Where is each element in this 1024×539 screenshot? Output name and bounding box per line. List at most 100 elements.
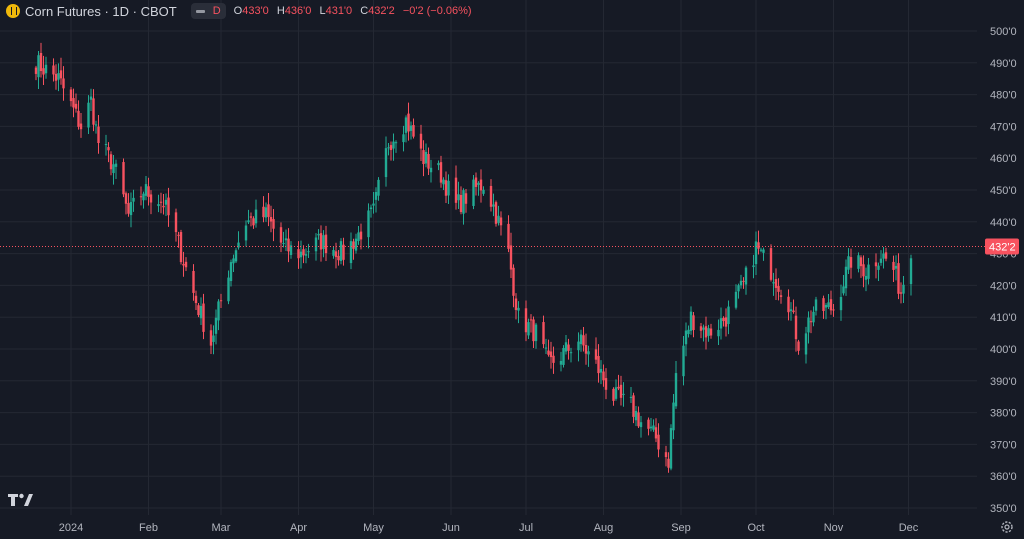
candle-body (739, 280, 743, 286)
x-tick-label: Nov (824, 522, 844, 534)
candle-body (909, 258, 913, 285)
candle-body (632, 395, 635, 417)
candle-body (372, 203, 375, 206)
symbol-title[interactable]: Corn Futures · 1D · CBOT (25, 3, 177, 19)
candle-body (829, 299, 833, 311)
candle-body (412, 125, 415, 137)
candle-body (194, 295, 198, 304)
candle-body (202, 303, 205, 332)
candle-body (524, 308, 528, 333)
x-tick-label: Apr (290, 522, 307, 534)
candle-body (867, 264, 870, 279)
x-tick-label: Jun (442, 522, 460, 534)
close-label: C (360, 5, 369, 17)
last-price-label: 432'2 (989, 241, 1016, 253)
candle-body (757, 242, 760, 249)
open-value: 433'0 (242, 5, 269, 17)
candle-body (164, 199, 168, 205)
candle-body (672, 402, 675, 431)
y-tick-label: 500'0 (990, 26, 1017, 38)
candle-body (402, 134, 405, 143)
candle-body (752, 265, 755, 268)
candle-body (212, 335, 215, 342)
interval-badge[interactable]: D (190, 3, 226, 19)
candle-body (462, 190, 465, 214)
candle-body (772, 282, 775, 284)
x-tick-label: Oct (747, 522, 764, 534)
candle-body (814, 299, 818, 311)
candle-body (474, 177, 478, 187)
candle-body (527, 322, 530, 336)
candle-body (104, 144, 108, 146)
candle-body (322, 235, 325, 249)
candle-body (404, 117, 408, 133)
candle-body (442, 179, 445, 185)
candle-body (654, 427, 658, 439)
coin-icon (6, 4, 20, 18)
candle-body (532, 319, 535, 342)
candle-body (652, 425, 655, 430)
candle-body (857, 255, 860, 269)
tradingview-logo-icon[interactable] (7, 492, 35, 508)
candle-body (262, 206, 265, 218)
candle-body (392, 141, 395, 149)
price-axis[interactable]: 350'0 360'0 370'0 380'0 390'0 400'0 410'0 420'0… (990, 26, 1017, 515)
candle-body (547, 350, 550, 355)
candle-body (122, 162, 125, 195)
candle-body (847, 256, 850, 270)
candle-body (809, 321, 813, 323)
candle-body (602, 371, 605, 381)
candle-body (314, 237, 318, 252)
candle-body (147, 186, 150, 197)
candle-body (437, 163, 440, 166)
candle-body (604, 378, 608, 390)
candle-body (419, 133, 423, 149)
candle-body (622, 393, 625, 395)
symbol-legend: Corn Futures · 1D · CBOT D O433'0 H436'0… (6, 3, 477, 19)
open-label: O (233, 5, 243, 17)
candle-body (409, 125, 413, 131)
candle-body (534, 324, 538, 342)
candle-body (879, 258, 883, 263)
candle-body (464, 193, 468, 204)
candle-body (249, 216, 253, 218)
gear-icon[interactable] (999, 519, 1015, 535)
candle-body (89, 96, 93, 100)
candle-body (87, 102, 90, 128)
candle-body (69, 89, 73, 102)
candle-body (562, 348, 565, 365)
time-axis[interactable]: 2024 Feb Mar Apr May Jun Jul Aug Sep Oct Nov Dec (59, 522, 919, 534)
candle-body (182, 263, 185, 266)
candle-body (447, 180, 450, 196)
candle-body (307, 251, 310, 253)
candle-body (62, 78, 65, 89)
candle-body (374, 192, 378, 200)
candle-body (267, 204, 270, 217)
x-tick-label: Sep (671, 522, 691, 534)
low-label: L (319, 5, 326, 17)
candle-body (177, 234, 180, 236)
candle-body (337, 255, 340, 261)
candle-body (689, 311, 693, 331)
candle-body (59, 70, 63, 79)
candle-body (704, 326, 708, 338)
candle-body (832, 309, 835, 311)
candle-body (439, 162, 443, 183)
candle-body (839, 296, 843, 311)
y-tick-label: 380'0 (990, 408, 1017, 420)
candle-body (529, 319, 533, 321)
y-tick-label: 370'0 (990, 439, 1017, 451)
candle-body (584, 345, 588, 354)
candle-body (804, 333, 808, 355)
candle-body (444, 180, 448, 196)
candle-body (807, 317, 810, 333)
candle-body (597, 356, 600, 374)
candle-body (199, 305, 203, 319)
candle-body (759, 249, 763, 251)
candle-body (497, 215, 500, 223)
low-value: 431'0 (325, 5, 353, 17)
candle-body (304, 254, 308, 256)
candle-body (754, 241, 758, 265)
